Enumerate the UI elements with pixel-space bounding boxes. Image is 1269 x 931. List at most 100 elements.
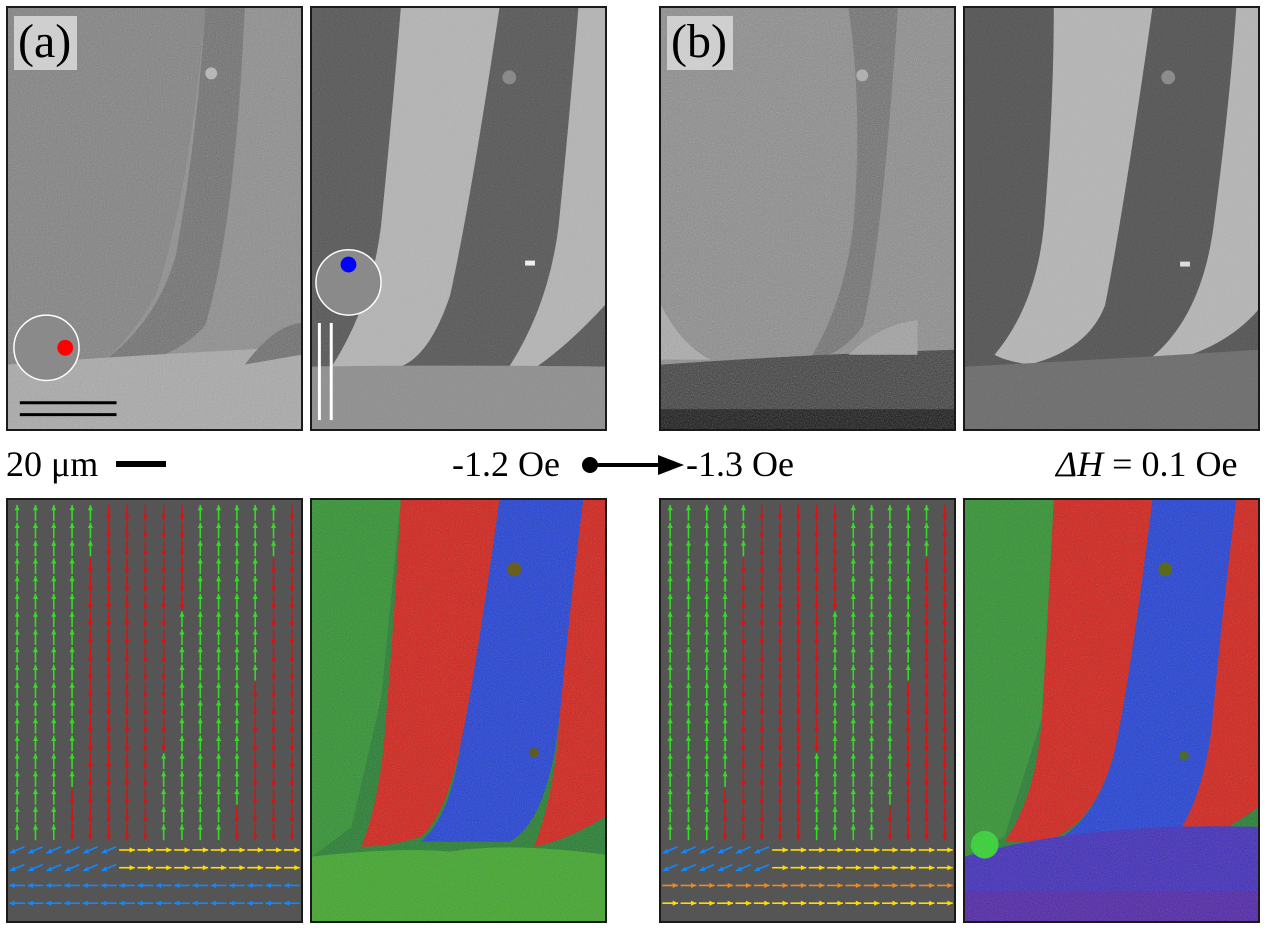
vector-arrow xyxy=(234,522,240,539)
vector-arrow xyxy=(179,700,185,716)
vector-arrow xyxy=(832,735,838,752)
vector-arrow xyxy=(704,700,710,716)
vector-arrow xyxy=(923,717,930,734)
vector-arrow xyxy=(759,735,765,752)
delta-h-label: ΔH = 0.1 Oe xyxy=(1056,444,1237,484)
vector-arrow xyxy=(51,593,57,610)
vector-arrow xyxy=(32,806,39,823)
vector-arrow xyxy=(247,847,264,853)
vector-arrow xyxy=(87,753,93,770)
vector-arrow xyxy=(14,558,20,574)
vector-arrow xyxy=(735,846,751,854)
vector-arrow xyxy=(289,664,295,681)
vector-arrow xyxy=(192,865,209,871)
vector-arrow xyxy=(124,682,130,699)
vector-arrow xyxy=(832,611,838,628)
vector-arrow xyxy=(210,882,227,889)
vector-arrow xyxy=(124,575,130,592)
panel-label-b: (b) xyxy=(667,16,733,70)
vector-arrow xyxy=(667,575,673,592)
vector-arrow xyxy=(685,735,692,752)
vector-arrow xyxy=(161,682,167,699)
vector-arrow xyxy=(234,593,240,610)
vector-arrow xyxy=(216,646,222,663)
vector-arrow xyxy=(722,664,728,681)
vector-arrow xyxy=(270,504,277,521)
vector-arrow xyxy=(887,682,893,699)
vector-arrow xyxy=(247,882,264,889)
vector-arrow xyxy=(270,771,277,787)
vector-arrow xyxy=(142,646,148,663)
vector-arrow xyxy=(289,629,295,645)
vector-arrow xyxy=(142,824,148,841)
vector-arrow xyxy=(14,735,20,752)
vector-arrow xyxy=(923,540,930,557)
vector-arrow xyxy=(887,540,893,557)
vector-arrow xyxy=(142,575,148,592)
vector-arrow xyxy=(69,522,75,539)
scale-bar-label: 20 μm xyxy=(6,444,99,484)
panel-label-a: (a) xyxy=(14,16,78,70)
vector-arrow xyxy=(667,593,673,610)
vector-arrow xyxy=(234,753,240,770)
vector-arrow xyxy=(270,824,277,841)
vector-arrow xyxy=(216,629,222,645)
vector-arrow xyxy=(32,540,39,557)
vector-arrow xyxy=(667,646,673,663)
vector-arrow xyxy=(101,863,117,872)
vector-arrow xyxy=(69,558,75,574)
vector-arrow xyxy=(87,575,93,592)
vector-arrow xyxy=(14,575,20,592)
vector-arrow xyxy=(106,700,112,716)
vector-arrow xyxy=(905,735,911,752)
vector-arrow xyxy=(740,540,746,557)
vector-arrow xyxy=(82,863,98,872)
vector-arrow xyxy=(722,753,728,770)
vector-arrow xyxy=(887,771,893,787)
vector-arrow xyxy=(32,629,39,645)
vector-arrow xyxy=(283,865,300,871)
vector-arrow xyxy=(887,700,893,716)
vector-arrow xyxy=(942,753,948,770)
vector-arrow xyxy=(685,700,692,716)
vector-arrow xyxy=(740,682,746,699)
vector-arrow xyxy=(936,900,953,906)
vector-arrow xyxy=(87,824,93,841)
vector-arrow xyxy=(197,806,203,823)
vector-arrow xyxy=(197,700,203,716)
vector-arrow xyxy=(289,682,295,699)
vector-arrow xyxy=(845,847,862,853)
vector-arrow xyxy=(814,771,820,787)
vector-arrow xyxy=(216,593,222,610)
vector-arrow xyxy=(32,824,39,841)
vector-arrow xyxy=(942,824,948,841)
vector-arrow xyxy=(289,700,295,716)
vector-arrow xyxy=(161,717,167,734)
vector-arrow xyxy=(216,664,222,681)
vector-arrow xyxy=(887,824,893,841)
vector-arrow xyxy=(667,753,673,770)
vector-arrow xyxy=(704,629,710,645)
vector-arrow xyxy=(137,900,154,906)
vector-arrow xyxy=(942,664,948,681)
vector-arrow xyxy=(850,806,856,823)
vector-arrow xyxy=(759,522,765,539)
moke-image-b-left: (b) xyxy=(659,6,956,431)
vector-arrow xyxy=(32,646,39,663)
vector-arrow xyxy=(722,611,728,628)
vector-arrow xyxy=(197,575,203,592)
vector-arrow xyxy=(777,646,783,663)
vector-arrow xyxy=(832,771,838,787)
vector-arrow xyxy=(845,900,862,906)
vector-arrow xyxy=(722,558,728,574)
vector-arrow xyxy=(887,504,893,521)
vector-arrow xyxy=(936,865,953,871)
vector-arrow xyxy=(850,735,856,752)
vector-arrow xyxy=(850,717,856,734)
vector-arrow xyxy=(155,847,172,853)
vector-arrow xyxy=(923,771,930,787)
vector-arrow xyxy=(740,593,746,610)
vector-arrow xyxy=(69,682,75,699)
vector-arrow xyxy=(795,771,801,787)
vector-arrow xyxy=(795,593,801,610)
